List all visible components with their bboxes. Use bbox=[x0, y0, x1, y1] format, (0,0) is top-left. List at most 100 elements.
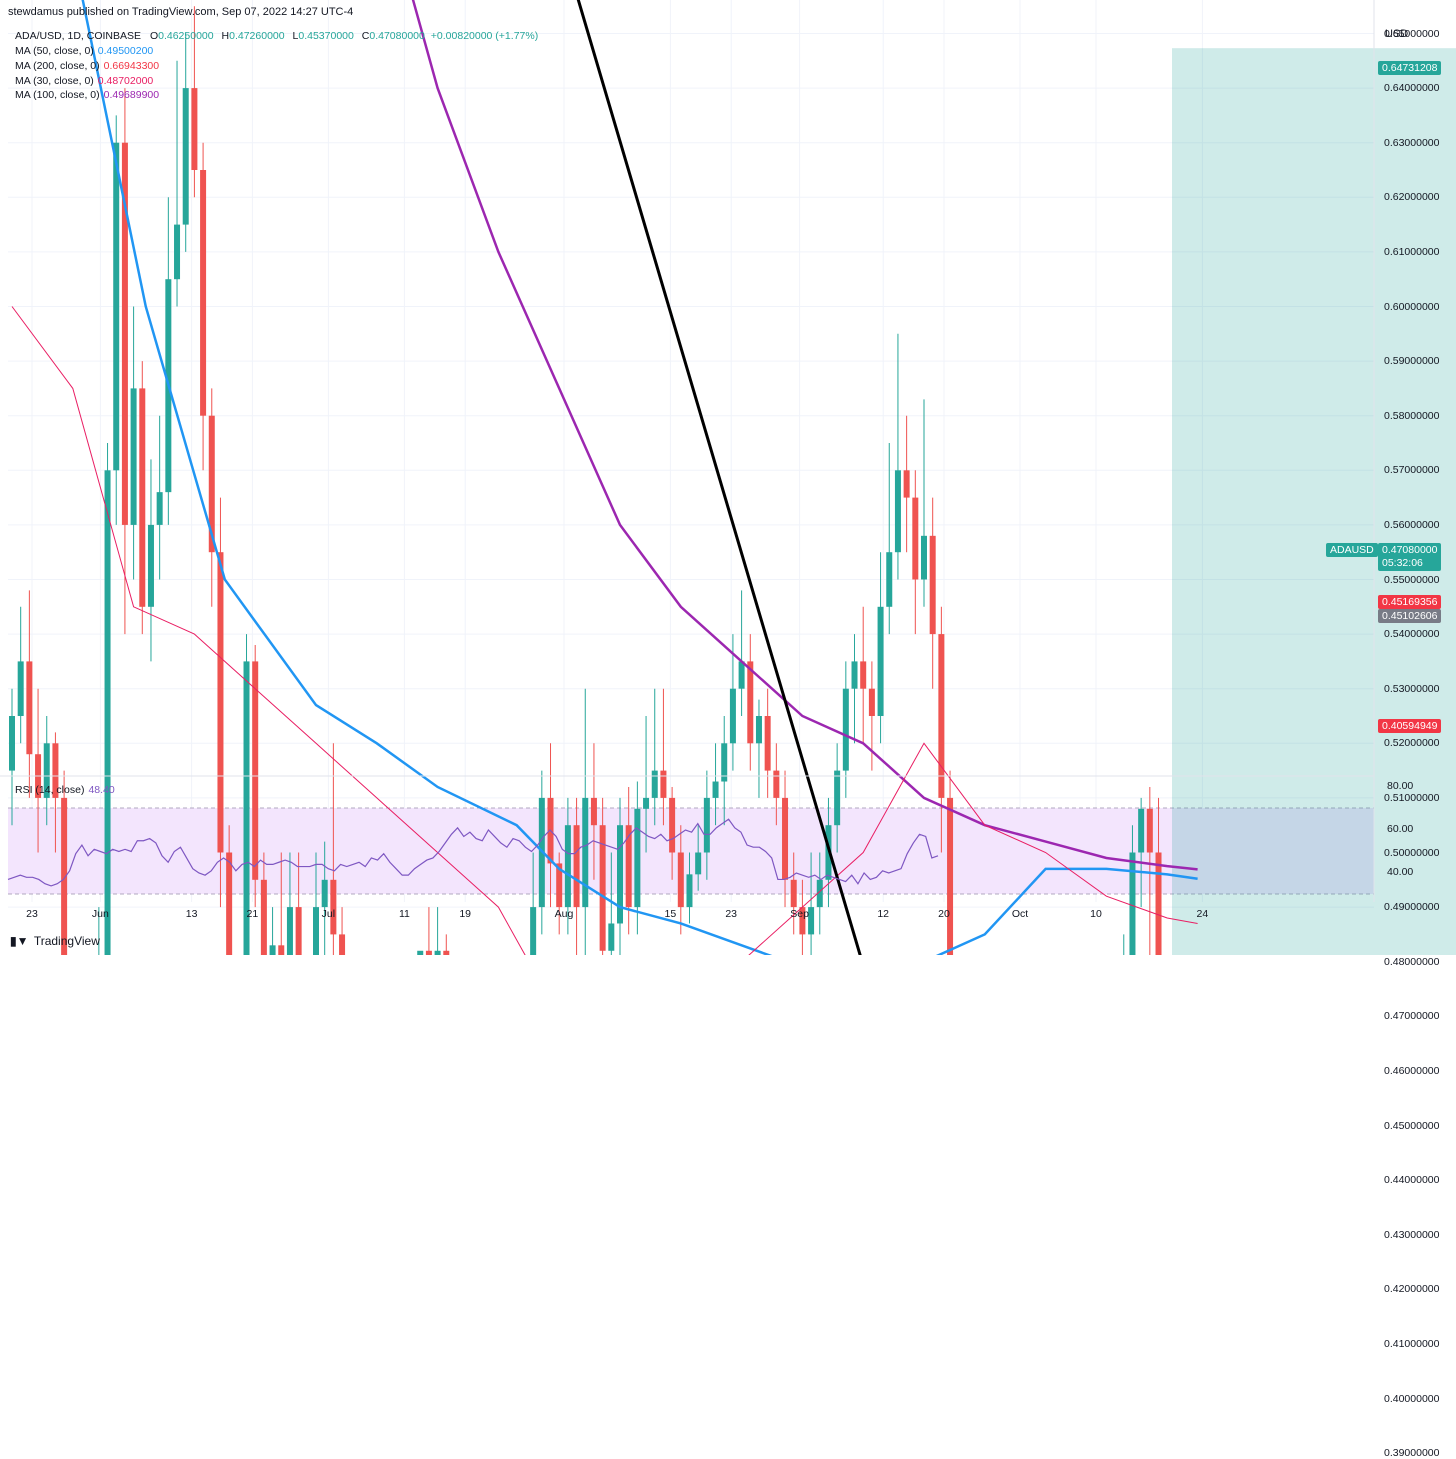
rsi-tick-40: 40.00 bbox=[1387, 866, 1414, 878]
rsi-value: 48.40 bbox=[88, 784, 115, 796]
candle bbox=[130, 306, 137, 580]
candle bbox=[643, 716, 650, 853]
candle-body bbox=[842, 688, 849, 771]
candle-body bbox=[703, 797, 710, 853]
ma100-label: MA (100, close, 0) bbox=[15, 89, 100, 101]
candle-body bbox=[260, 879, 267, 955]
rsi-line bbox=[7, 818, 939, 887]
candle bbox=[877, 552, 884, 744]
candle bbox=[98, 907, 100, 955]
symbol-legend[interactable]: ADA/USD, 1D, COINBASE O0.46250000 H0.472… bbox=[15, 30, 538, 42]
candle bbox=[278, 852, 285, 955]
candle bbox=[695, 825, 702, 891]
candle bbox=[269, 907, 276, 955]
candle bbox=[26, 590, 33, 798]
countdown-value: 05:32:06 bbox=[1382, 557, 1423, 569]
rsi-legend[interactable]: RSI (14, close) 48.40 bbox=[15, 784, 115, 796]
candle bbox=[660, 688, 667, 826]
change-value: +0.00820000 (+1.77%) bbox=[430, 30, 539, 42]
ma30-legend[interactable]: MA (30, close, 0) 0.48702000 bbox=[15, 75, 153, 87]
candle bbox=[790, 852, 797, 935]
candle-body bbox=[191, 88, 198, 170]
candle-body bbox=[1146, 808, 1153, 853]
symbol-name: ADA/USD, 1D, COINBASE bbox=[15, 30, 142, 42]
candle bbox=[677, 825, 684, 935]
candle-body bbox=[330, 879, 337, 935]
price-tick-label: 0.42000000 bbox=[1384, 1283, 1440, 1296]
candle-body bbox=[582, 797, 589, 908]
candle bbox=[425, 907, 432, 955]
time-tick-label: 21 bbox=[246, 908, 259, 920]
candle-body bbox=[738, 661, 745, 689]
candle-body bbox=[252, 661, 259, 880]
price-tick-label: 0.64000000 bbox=[1384, 82, 1440, 95]
ma30-line bbox=[11, 306, 1198, 955]
candle-body bbox=[43, 743, 50, 798]
candle-body bbox=[816, 879, 823, 908]
candle bbox=[191, 6, 198, 198]
brand-text: TradingView bbox=[33, 934, 100, 948]
candle-body bbox=[295, 907, 302, 955]
time-tick-label: 15 bbox=[664, 908, 677, 920]
candle-body bbox=[147, 524, 154, 607]
candle bbox=[564, 797, 571, 935]
candle-body bbox=[1129, 852, 1136, 955]
low-label: L bbox=[292, 30, 299, 42]
candle-body bbox=[799, 907, 806, 935]
price-tick-label: 0.40000000 bbox=[1384, 1392, 1440, 1405]
candle bbox=[121, 88, 128, 635]
candle bbox=[1138, 797, 1145, 908]
price-tick-label: 0.51000000 bbox=[1384, 791, 1440, 804]
candle bbox=[165, 197, 172, 525]
candle bbox=[52, 732, 59, 853]
candle bbox=[738, 590, 745, 716]
ma30-label: MA (30, close, 0) bbox=[15, 75, 94, 87]
candle bbox=[582, 688, 589, 955]
ma50-legend[interactable]: MA (50, close, 0) 0.49500200 bbox=[15, 45, 153, 57]
price-tick-label: 0.56000000 bbox=[1384, 518, 1440, 531]
candle bbox=[417, 950, 424, 955]
currency-label: USD bbox=[1385, 28, 1409, 40]
candle bbox=[799, 879, 806, 955]
price-tick-label: 0.59000000 bbox=[1384, 355, 1440, 368]
candle-body bbox=[886, 552, 893, 607]
candle bbox=[208, 388, 215, 607]
candle-body bbox=[208, 415, 215, 553]
candle bbox=[634, 781, 641, 935]
candle-body bbox=[677, 852, 684, 908]
candle-body bbox=[634, 808, 641, 908]
candle bbox=[443, 934, 450, 955]
chart-canvas[interactable] bbox=[0, 0, 1456, 955]
price-tick-label: 0.60000000 bbox=[1384, 300, 1440, 313]
candle-body bbox=[556, 863, 563, 908]
ma200-legend[interactable]: MA (200, close, 0) 0.66943300 bbox=[15, 60, 159, 72]
price-tick-label: 0.45000000 bbox=[1384, 1119, 1440, 1132]
candle-body bbox=[834, 770, 841, 826]
candle-body bbox=[17, 661, 24, 716]
candle bbox=[834, 743, 841, 853]
candle-body bbox=[808, 907, 815, 935]
last-price-value: 0.47080000 bbox=[1382, 544, 1438, 556]
candle-body bbox=[200, 170, 207, 416]
price-tick-label: 0.55000000 bbox=[1384, 573, 1440, 586]
candle-body bbox=[877, 606, 884, 716]
candle-body bbox=[903, 470, 910, 498]
moving-averages bbox=[11, 0, 1198, 955]
tradingview-logo[interactable]: ▮▼ TradingView bbox=[10, 934, 100, 948]
time-tick-label: Jun bbox=[91, 908, 109, 920]
candle bbox=[860, 606, 867, 744]
candle bbox=[260, 852, 267, 955]
open-label: O bbox=[149, 30, 159, 42]
price-tick-label: 0.62000000 bbox=[1384, 191, 1440, 204]
candle-body bbox=[530, 907, 537, 955]
candle-body bbox=[434, 950, 441, 955]
candle-body bbox=[764, 716, 771, 771]
candle bbox=[782, 770, 789, 908]
price-tick-label: 0.44000000 bbox=[1384, 1174, 1440, 1187]
candle-body bbox=[929, 535, 936, 635]
candle-body bbox=[860, 661, 867, 689]
candle-body bbox=[425, 950, 432, 955]
ma100-legend[interactable]: MA (100, close, 0) 0.49689900 bbox=[15, 89, 159, 101]
candle-body bbox=[921, 535, 927, 580]
